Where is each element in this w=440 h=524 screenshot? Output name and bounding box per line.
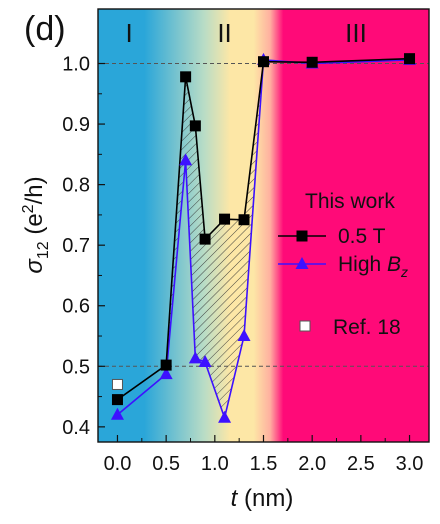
point-0.5T-0	[111, 394, 123, 406]
series-markers-ref18	[111, 378, 123, 390]
point-0.5T-7	[258, 56, 269, 68]
reference-lines	[98, 63, 429, 367]
y-tick-label-0: 0.4	[62, 417, 90, 439]
plot-background	[98, 9, 429, 442]
y-tick-label-6: 1.0	[62, 54, 90, 76]
point-high-bz-4	[198, 355, 212, 368]
x-axis-label: t (nm)	[231, 485, 294, 512]
x-tick-label-6: 3.0	[396, 453, 424, 475]
x-tick-label-0: 0.0	[104, 453, 132, 475]
x-tick-label-4: 2.0	[298, 453, 326, 475]
point-high-bz-0	[110, 407, 124, 420]
legend-item-ref18: Ref. 18	[299, 316, 401, 339]
point-0.5T-1	[160, 359, 172, 371]
y-tick-label-3: 0.7	[62, 235, 90, 257]
point-high-bz-6	[237, 329, 251, 342]
y-axis-ticks: 0.4 0.5 0.6 0.7 0.8 0.9 1.0	[62, 54, 105, 439]
point-0.5T-4	[199, 233, 211, 245]
y-axis-sub: 12	[35, 241, 52, 259]
legend-label-0.5T: 0.5 T	[338, 225, 386, 248]
legend-item-high-bz: High Bz	[278, 253, 408, 280]
legend-label-high-bz-B: B	[387, 253, 401, 276]
y-tick-label-2: 0.6	[62, 296, 90, 318]
legend-label-high-bz: High Bz	[338, 253, 408, 280]
x-tick-label-3: 1.5	[250, 453, 278, 475]
y-tick-label-4: 0.8	[62, 175, 90, 197]
y-tick-label-5: 0.9	[62, 114, 90, 136]
point-high-bz-5	[218, 410, 232, 423]
panel-label: (d)	[24, 10, 66, 48]
y-axis-var: σ	[21, 258, 48, 274]
x-tick-label-1: 0.5	[152, 453, 180, 475]
point-high-bz-1	[159, 367, 173, 380]
region-labels: I II III	[126, 18, 367, 48]
y-axis-unit-sup: 2	[20, 204, 37, 213]
legend: This work 0.5 T High Bz Ref. 18	[278, 190, 408, 339]
legend-heading: This work	[305, 190, 395, 213]
legend-label-high-bz-main: High	[338, 253, 387, 276]
legend-label-high-bz-sub: z	[400, 264, 408, 280]
point-0.5T-6	[238, 214, 250, 226]
x-axis-ticks: 0.0 0.5 1.0 1.5 2.0 2.5 3.0	[104, 435, 424, 475]
region-label-I: I	[126, 18, 133, 48]
point-0.5T-9	[404, 53, 416, 65]
x-tick-label-2: 1.0	[201, 453, 229, 475]
x-tick-label-5: 2.5	[347, 453, 375, 475]
legend-square-marker	[296, 230, 308, 242]
y-axis-label: σ12 (e2/h)	[20, 176, 52, 273]
x-axis-var: t	[231, 485, 239, 512]
point-0.5T-3	[189, 120, 201, 132]
y-axis-unit-post: /h)	[21, 176, 48, 204]
y-axis-unit-pre: (e	[21, 213, 48, 241]
point-0.5T-2	[180, 71, 192, 83]
point-high-bz-2	[179, 153, 193, 166]
series-line-0.5T	[117, 57, 410, 401]
y-tick-label-1: 0.5	[62, 356, 90, 378]
x-axis-unit: (nm)	[237, 485, 293, 512]
region-label-II: II	[217, 18, 231, 48]
point-ref18-0	[111, 378, 123, 390]
region-label-III: III	[345, 18, 367, 48]
legend-label-ref18: Ref. 18	[333, 316, 401, 339]
legend-open-square-marker	[299, 320, 311, 332]
series-markers-0.5T	[111, 53, 416, 406]
point-0.5T-5	[219, 213, 231, 225]
legend-item-0.5T: 0.5 T	[278, 225, 386, 248]
point-high-bz-3	[188, 351, 202, 364]
point-0.5T-8	[306, 56, 318, 68]
legend-triangle-marker	[295, 257, 309, 269]
hatched-difference-area	[166, 59, 264, 418]
